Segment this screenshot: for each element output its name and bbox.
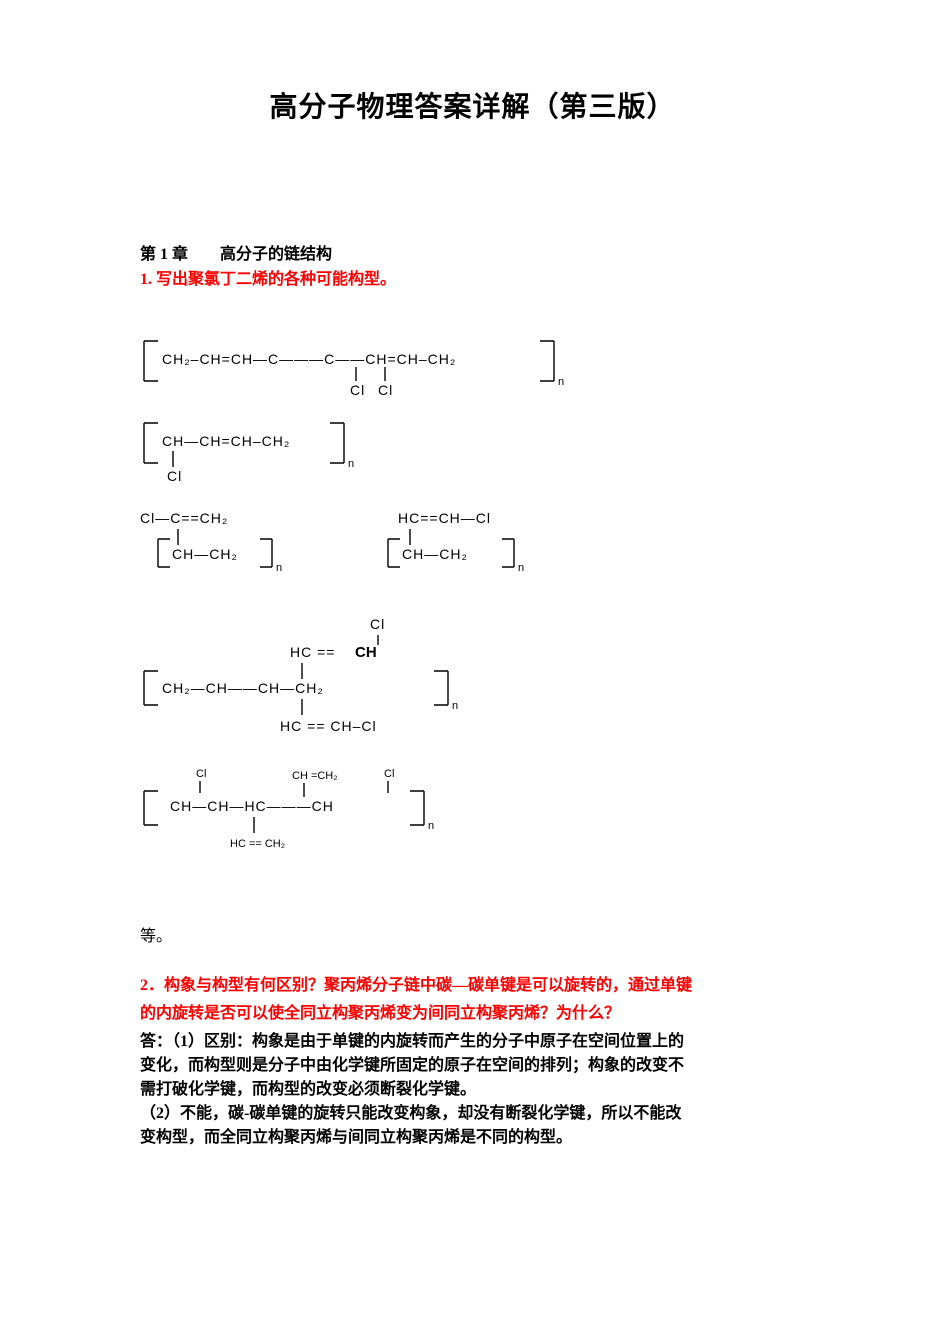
svg-text:n: n xyxy=(518,562,524,574)
answer-line-5: 变构型，而全同立构聚丙烯与间同立构聚丙烯是不同的构型。 xyxy=(140,1126,805,1150)
answer-line-1: 答：（1）区别：构象是由于单键的内旋转而产生的分子中原子在空间位置上的 xyxy=(140,1030,805,1054)
svg-text:Cl—C==CH₂: Cl—C==CH₂ xyxy=(140,510,228,526)
svg-text:n: n xyxy=(348,458,354,470)
svg-text:n: n xyxy=(558,376,564,388)
svg-text:n: n xyxy=(452,700,458,712)
question-2-line2: 的内旋转是否可以使全同立构聚丙烯变为间同立构聚丙烯？为什么？ xyxy=(140,1002,805,1026)
answer-line-4: （2）不能，碳-碳单键的旋转只能改变构象，却没有断裂化学键，所以不能改 xyxy=(140,1102,805,1126)
chapter-heading: 第 1 章 高分子的链结构 xyxy=(140,240,805,264)
svg-text:CH—CH₂: CH—CH₂ xyxy=(172,546,238,562)
svg-text:CH₂—CH——CH—CH₂: CH₂—CH——CH—CH₂ xyxy=(162,680,324,696)
chemical-diagrams: .t { font: 14px "Arial", sans-serif; fil… xyxy=(140,337,805,897)
svg-text:CH—CH=CH–CH₂: CH—CH=CH–CH₂ xyxy=(162,433,290,449)
svg-text:Cl: Cl xyxy=(370,616,385,632)
svg-text:HC ==: HC == xyxy=(290,644,335,660)
svg-text:CH₂–CH=CH—C———C——CH=CH–CH₂: CH₂–CH=CH—C———C——CH=CH–CH₂ xyxy=(162,351,456,367)
svg-text:Cl: Cl xyxy=(378,382,393,398)
question-1: 1. 写出聚氯丁二烯的各种可能构型。 xyxy=(140,268,805,292)
etc-text: 等。 xyxy=(140,922,805,946)
svg-text:Cl: Cl xyxy=(196,768,206,780)
svg-text:Cl: Cl xyxy=(167,468,182,484)
svg-text:n: n xyxy=(276,562,282,574)
svg-text:HC == CH₂: HC == CH₂ xyxy=(230,838,285,850)
svg-text:Cl: Cl xyxy=(384,768,394,780)
svg-text:CH—CH—HC———CH: CH—CH—HC———CH xyxy=(170,798,334,814)
svg-text:HC==CH—Cl: HC==CH—Cl xyxy=(398,510,491,526)
question-2-line1: 2．构象与构型有何区别？聚丙烯分子链中碳—碳单键是可以旋转的，通过单键 xyxy=(140,974,805,998)
svg-text:CH—CH₂: CH—CH₂ xyxy=(402,546,468,562)
svg-text:n: n xyxy=(428,820,434,832)
svg-text:CH =CH₂: CH =CH₂ xyxy=(292,770,338,782)
answer-line-3: 需打破化学键，而构型的改变必须断裂化学键。 xyxy=(140,1078,805,1102)
page-title: 高分子物理答案详解（第三版） xyxy=(140,85,805,125)
svg-text:HC == CH–Cl: HC == CH–Cl xyxy=(280,718,377,734)
answer-line-2: 变化，而构型则是分子中由化学键所固定的原子在空间的排列；构象的改变不 xyxy=(140,1054,805,1078)
svg-text:Cl: Cl xyxy=(350,382,365,398)
svg-text:CH: CH xyxy=(355,644,377,661)
